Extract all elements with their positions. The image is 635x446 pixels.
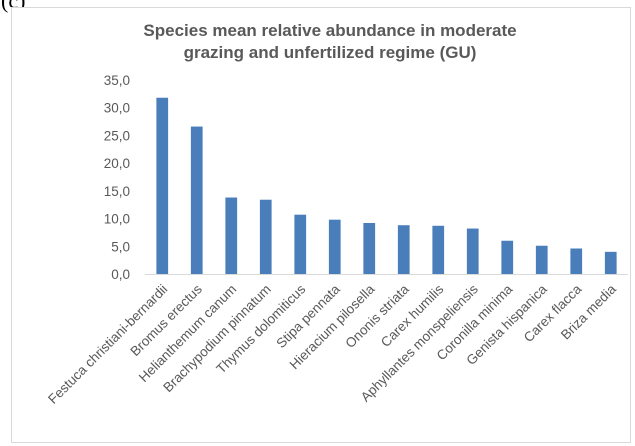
chart-frame — [11, 7, 631, 443]
bar — [570, 248, 583, 274]
bar — [501, 240, 514, 274]
bar — [259, 199, 272, 274]
chart-title-line-1: Species mean relative abundance in moder… — [143, 21, 517, 40]
bar — [535, 245, 548, 274]
bar — [190, 126, 203, 274]
y-tick-label: 25,0 — [104, 128, 130, 143]
bar — [604, 251, 617, 274]
y-tick-label: 5,0 — [111, 239, 130, 254]
bar — [225, 197, 238, 274]
y-axis: 0,0 5,0 10,0 15,0 20,0 25,0 30,0 35,0 — [104, 73, 130, 282]
bar — [397, 225, 410, 274]
bar — [466, 228, 479, 274]
bar — [328, 219, 341, 274]
y-tick-label: 10,0 — [104, 212, 130, 227]
y-tick-label: 0,0 — [111, 267, 130, 282]
y-tick-label: 20,0 — [104, 156, 130, 171]
y-tick-label: 30,0 — [104, 101, 130, 116]
bar — [432, 225, 445, 274]
y-tick-label: 15,0 — [104, 184, 130, 199]
y-tick-label: 35,0 — [104, 73, 130, 88]
bar-series — [156, 97, 617, 274]
chart-title-line-2: grazing and unfertilized regime (GU) — [183, 43, 477, 62]
bar — [294, 214, 307, 274]
bar — [363, 223, 376, 274]
bar — [156, 97, 169, 274]
